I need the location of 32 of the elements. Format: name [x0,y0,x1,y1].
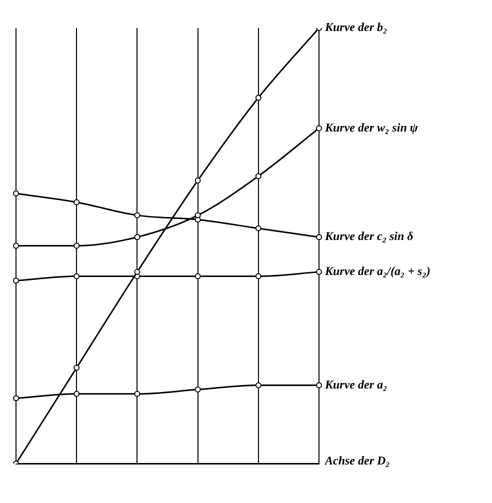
point [316,125,322,132]
point [194,386,201,393]
point [255,273,262,280]
series-label: Kurve der c₂ sin δ [324,229,414,244]
point [194,273,201,280]
point [134,212,140,218]
point [74,390,80,397]
series-label: Kurve der b₂ [324,20,388,34]
series-label: Kurve der a₂ [324,377,388,392]
point [13,278,19,284]
point [194,212,201,218]
point [255,94,262,101]
point [316,234,322,240]
point [194,177,201,184]
point [134,268,140,275]
x-axis-title: Achse der D₂ [324,454,390,468]
point [255,225,262,232]
point [74,364,80,371]
point [13,190,19,197]
point [74,199,80,206]
point [255,382,262,388]
point [74,273,80,280]
point [255,173,262,180]
point [13,395,19,402]
point [316,268,322,275]
series-label: Kurve der a₂/(a₂ + s₂) [324,264,430,278]
point [134,234,140,240]
point [316,382,322,388]
point [74,242,80,249]
point [13,242,19,249]
series-label: Kurve der w₂ sin ψ [324,120,419,134]
point [134,390,140,397]
